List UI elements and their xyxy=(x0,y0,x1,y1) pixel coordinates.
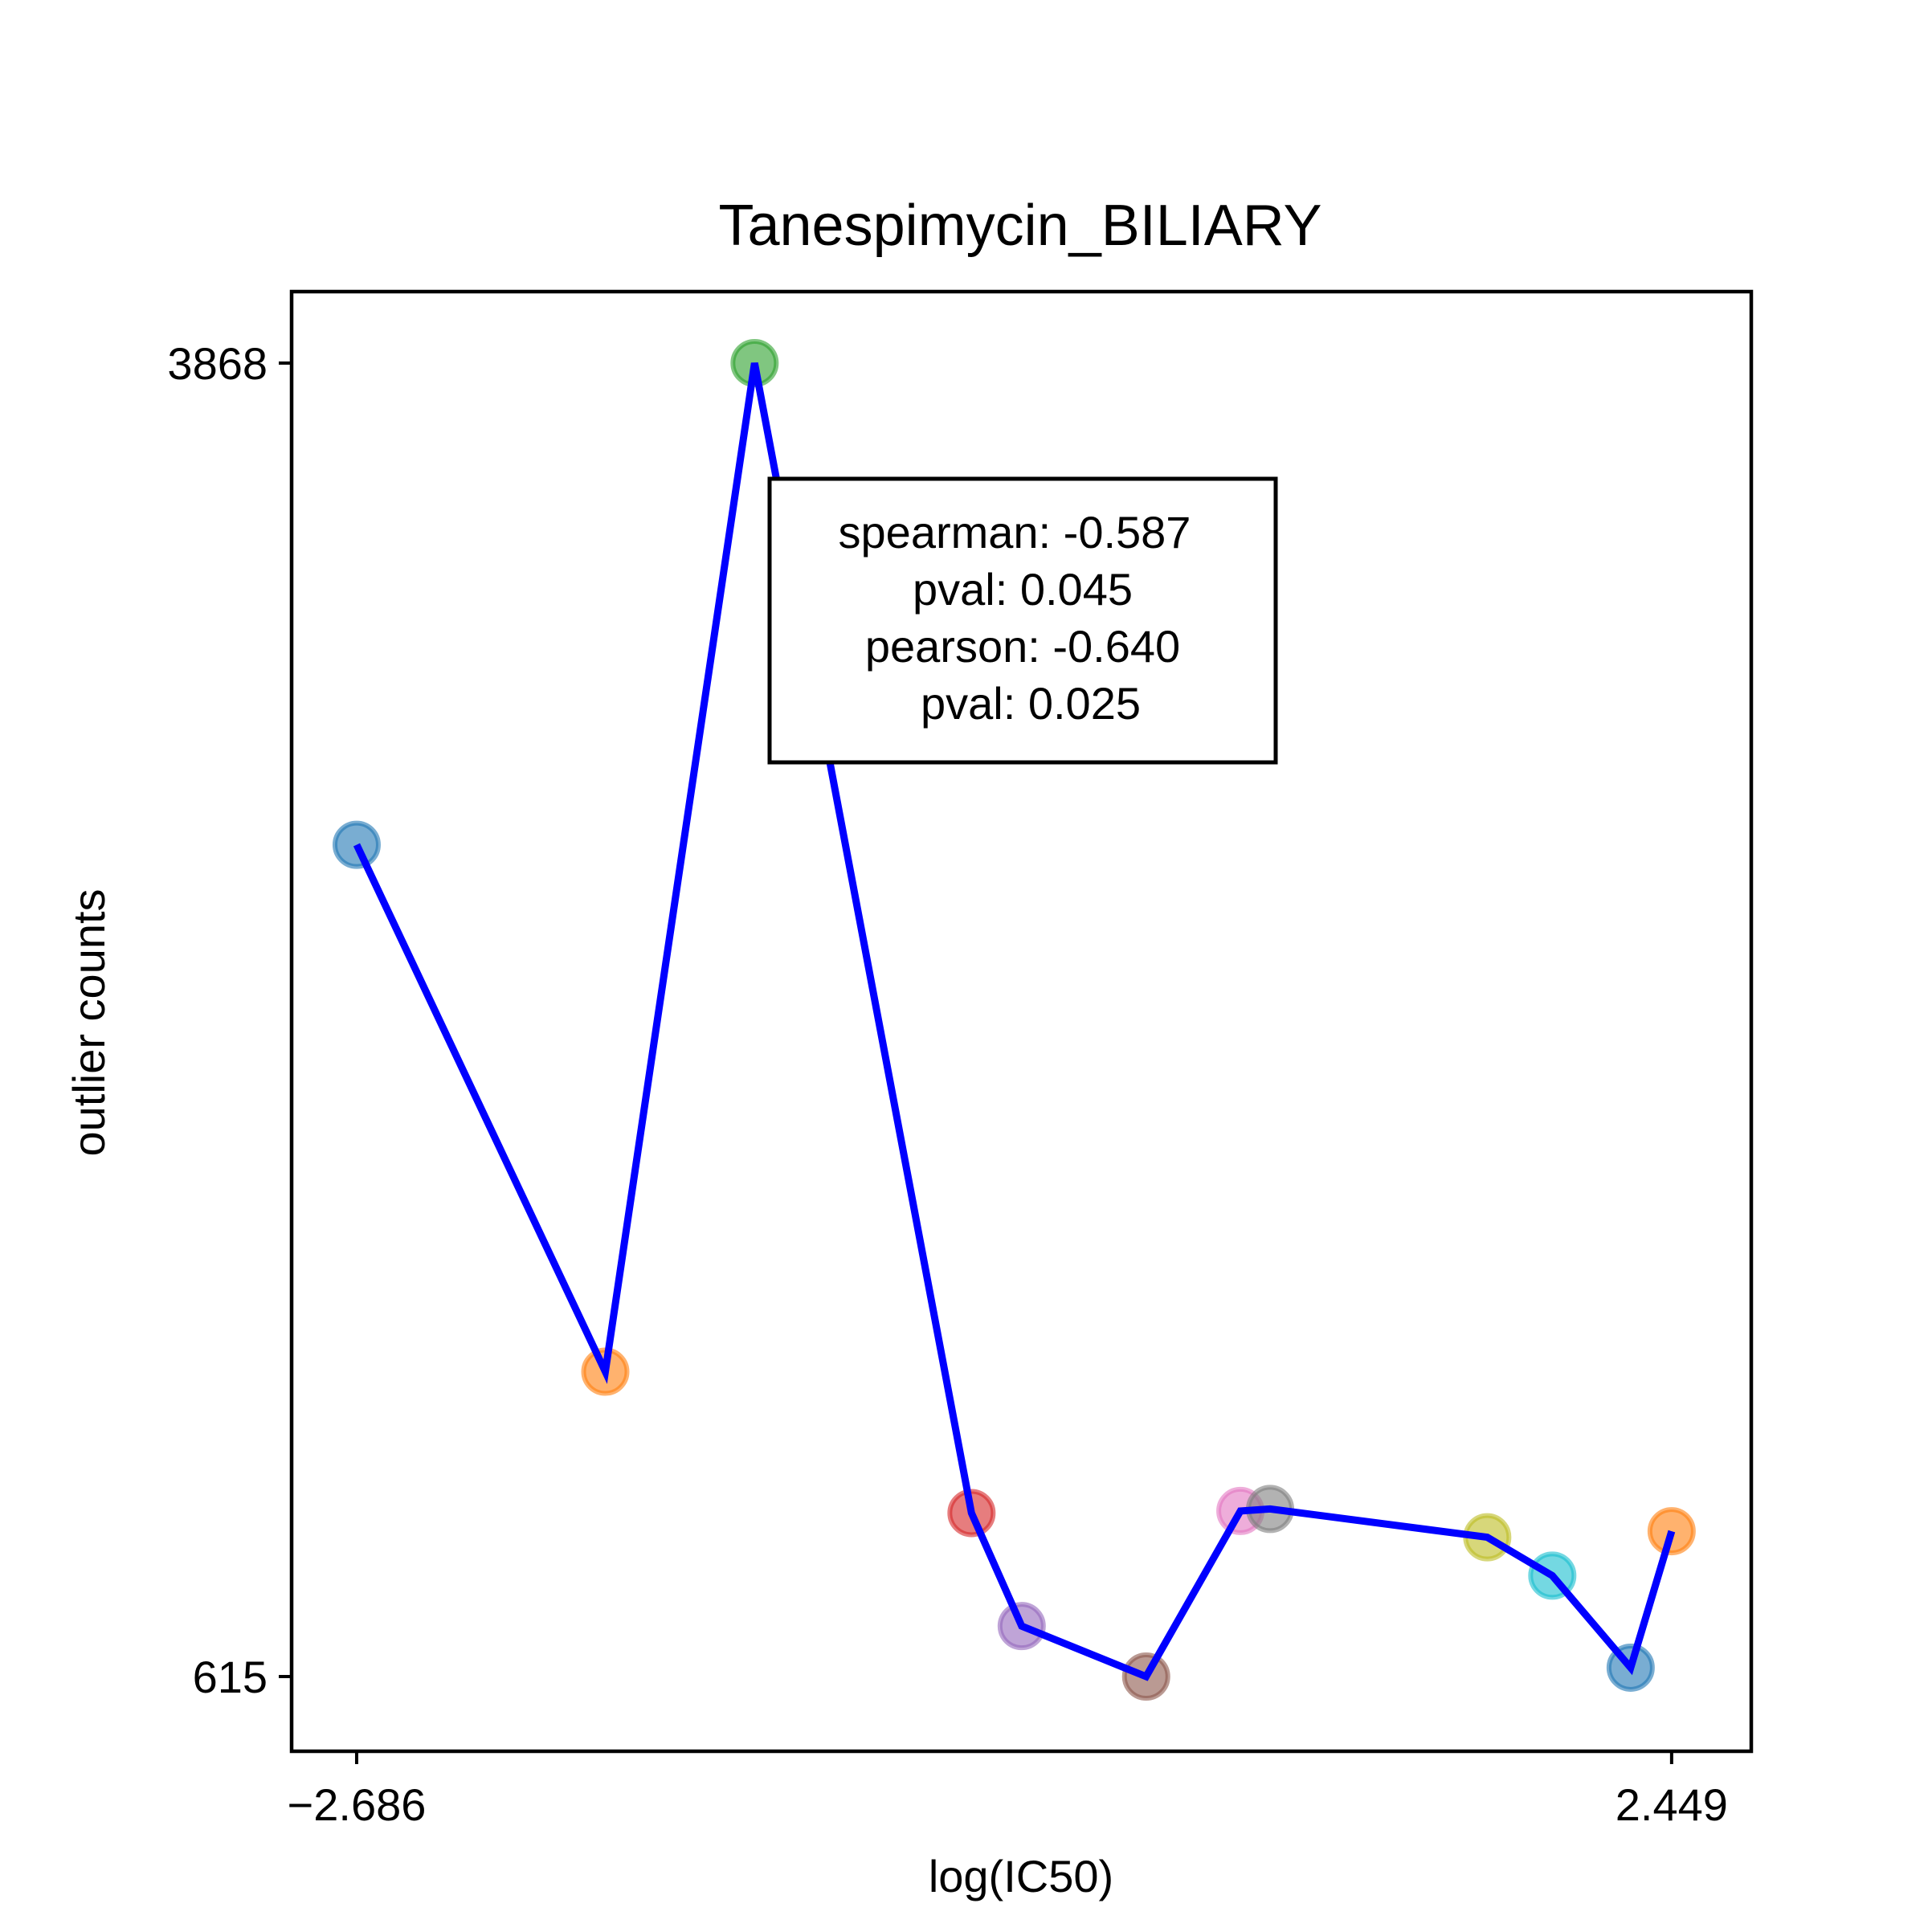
stats-spearman: spearman: -0.587 xyxy=(839,507,1191,558)
stats-pearson-pval: pval: 0.025 xyxy=(921,678,1141,729)
data-point-12 xyxy=(1647,1507,1696,1556)
y-axis: 3868 615 xyxy=(167,338,292,1702)
x-tick-label-2: 2.449 xyxy=(1616,1779,1728,1830)
chart-title: Tanespimycin_BILIARY xyxy=(718,194,1321,258)
x-axis: −2.686 2.449 xyxy=(288,1751,1728,1830)
plot-frame xyxy=(289,289,1754,1754)
y-tick-label-1: 3868 xyxy=(167,338,268,389)
stats-annotation-box xyxy=(767,476,1278,765)
plot-area xyxy=(332,338,1696,1701)
data-point-1 xyxy=(332,820,381,869)
stats-spearman-pval: pval: 0.045 xyxy=(913,564,1133,615)
x-tick-label-1: −2.686 xyxy=(288,1779,427,1830)
y-tick-label-2: 615 xyxy=(193,1652,268,1702)
stats-annotation: spearman: -0.587 pval: 0.045 pearson: -0… xyxy=(767,476,1278,765)
stats-pearson: pearson: -0.640 xyxy=(865,621,1180,672)
x-axis-label: log(IC50) xyxy=(929,1851,1113,1901)
y-axis-label: outlier counts xyxy=(63,888,114,1156)
series-line-1 xyxy=(353,362,1676,1681)
